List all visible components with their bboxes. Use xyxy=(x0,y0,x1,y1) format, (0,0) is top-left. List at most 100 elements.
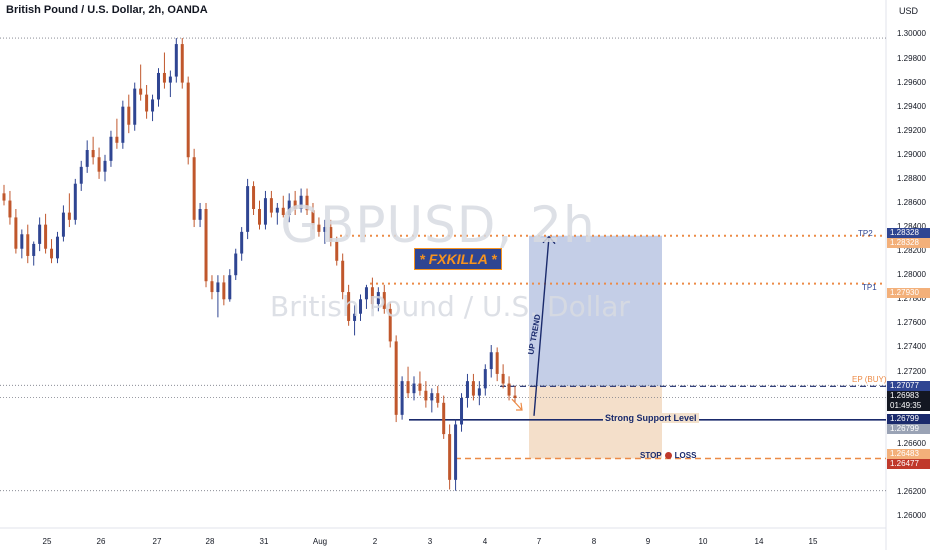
candle-body xyxy=(293,200,297,209)
pullback-arrow xyxy=(511,398,523,411)
candle-body xyxy=(454,424,458,480)
tp2-tag: TP2 xyxy=(858,229,873,238)
candle-body xyxy=(73,183,77,220)
uptrend-arrowhead xyxy=(542,235,556,245)
candle-body xyxy=(14,217,18,249)
candle-body xyxy=(370,287,374,305)
candle-body xyxy=(133,88,137,125)
date-tick-label: 8 xyxy=(591,537,597,546)
target-zone xyxy=(529,235,662,387)
date-tick-label: 25 xyxy=(42,537,52,546)
candle-body xyxy=(400,381,404,415)
candle-body xyxy=(234,253,238,276)
candle-body xyxy=(252,186,256,209)
candle-body xyxy=(198,208,202,220)
date-tick-label: 3 xyxy=(427,537,433,546)
candle-body xyxy=(406,381,410,394)
support-price-label: 1.26799 xyxy=(887,414,930,424)
candle-body xyxy=(436,393,440,403)
candle-body xyxy=(240,231,244,254)
candle-body xyxy=(442,402,446,435)
date-tick-label: 2 xyxy=(372,537,378,546)
candle-body xyxy=(38,224,42,244)
candle-body xyxy=(477,388,481,396)
candle-body xyxy=(329,227,333,242)
candle-body xyxy=(50,248,54,259)
candle-body xyxy=(460,397,464,425)
candle-body xyxy=(151,99,155,112)
candle-body xyxy=(162,72,166,83)
candle-body xyxy=(168,76,172,83)
stop-price-label: 1.26477 xyxy=(887,459,930,469)
candle-body xyxy=(145,94,149,112)
date-tick-label: 15 xyxy=(808,537,818,546)
candle-body xyxy=(210,281,214,293)
candle-body xyxy=(471,381,475,396)
candle-body xyxy=(85,150,89,167)
tp1-tag: TP1 xyxy=(862,283,877,292)
price-tick-label: 1.29400 xyxy=(897,101,926,111)
watermark-symbol: GBPUSD, 2h xyxy=(280,196,596,254)
candle-body xyxy=(513,395,517,398)
pullback-arrowhead xyxy=(516,402,523,411)
candle-body xyxy=(258,208,261,225)
candle-body xyxy=(186,82,190,158)
candle-body xyxy=(501,373,505,384)
date-tick-label: 28 xyxy=(205,537,215,546)
price-tick-label: 1.29200 xyxy=(897,125,926,135)
currency-label[interactable]: USD xyxy=(899,6,919,16)
candle-body xyxy=(287,200,291,216)
price-tick-label: 1.27400 xyxy=(897,342,926,352)
date-tick-label: 9 xyxy=(645,537,651,546)
watermark-name: British Pound / U.S. Dollar xyxy=(270,290,630,323)
tp1-price-label: 1.27930 xyxy=(887,288,930,298)
stop-text: STOP xyxy=(640,451,662,460)
candle-body xyxy=(2,193,6,201)
candle-body xyxy=(347,292,351,321)
candle-body xyxy=(382,292,386,309)
date-tick-label: 31 xyxy=(259,537,269,546)
date-tick-label: Aug xyxy=(312,537,328,546)
candle-body xyxy=(216,282,220,293)
candle-body xyxy=(317,224,321,232)
candle-body xyxy=(311,210,315,225)
candle-body xyxy=(180,44,184,83)
candle-body xyxy=(341,260,345,293)
date-tick-label: 10 xyxy=(698,537,708,546)
date-tick-label: 4 xyxy=(482,537,488,546)
candle-body xyxy=(115,136,119,143)
stop-sub-price-label: 1.26483 xyxy=(887,449,930,459)
support-level-label: Strong Support Level xyxy=(603,413,699,423)
stop-loss-label: STOP LOSS xyxy=(640,451,696,460)
candle-body xyxy=(32,243,36,256)
candle-body xyxy=(228,275,232,300)
fxkilla-badge: * FXKILLA * xyxy=(414,248,502,270)
candle-body xyxy=(323,227,327,232)
price-tick-label: 1.28200 xyxy=(897,246,926,256)
candle-body xyxy=(281,207,285,216)
date-tick-label: 26 xyxy=(96,537,106,546)
candle-body xyxy=(489,352,493,370)
candle-body xyxy=(44,224,48,249)
price-tick-label: 1.28600 xyxy=(897,197,926,207)
candle-body xyxy=(91,150,95,158)
candle-body xyxy=(103,160,107,172)
candle-body xyxy=(483,369,487,389)
last-price-label: 1.26983 01:49:35 xyxy=(887,391,930,411)
candle-body xyxy=(139,88,143,95)
candle-body xyxy=(263,198,267,225)
candle-body xyxy=(299,195,303,209)
candle-body xyxy=(55,236,59,259)
last-price: 1.26983 xyxy=(890,391,919,400)
stop-icon xyxy=(664,452,672,460)
price-tick-label: 1.26000 xyxy=(897,510,926,520)
candle-body xyxy=(305,195,309,211)
candle-body xyxy=(222,282,226,300)
candle-body xyxy=(204,208,208,282)
bar-countdown: 01:49:35 xyxy=(890,401,922,410)
candle-body xyxy=(495,352,499,374)
chart-title: British Pound / U.S. Dollar, 2h, OANDA xyxy=(6,4,208,16)
candle-body xyxy=(430,393,434,401)
